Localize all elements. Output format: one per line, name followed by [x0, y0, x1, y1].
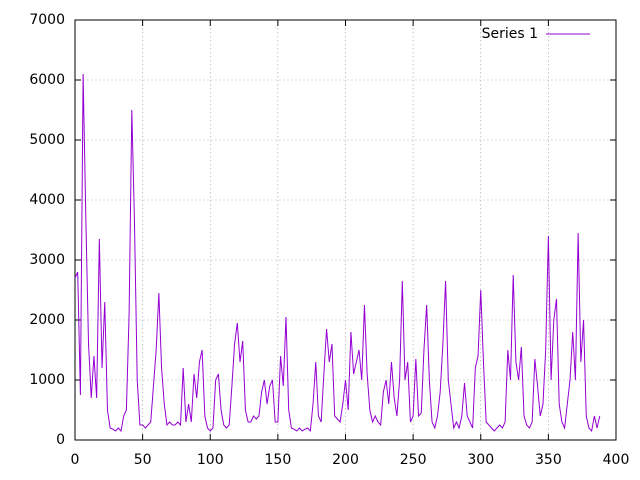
data-line — [74, 73, 601, 433]
y-tick-label: 7000 — [29, 12, 65, 28]
y-tick-label: 2000 — [29, 312, 65, 328]
y-tick-label: 6000 — [29, 72, 65, 88]
x-tick-label: 300 — [467, 452, 494, 468]
x-tick-label: 200 — [332, 452, 359, 468]
x-tick-label: 400 — [603, 452, 630, 468]
x-tick-label: 50 — [134, 452, 152, 468]
legend-label: Series 1 — [482, 26, 538, 42]
x-tick-label: 350 — [535, 452, 562, 468]
x-tick-label: 250 — [400, 452, 427, 468]
y-tick-label: 1000 — [29, 372, 65, 388]
y-tick-label: 3000 — [29, 252, 65, 268]
y-tick-label: 0 — [56, 432, 65, 448]
x-tick-label: 0 — [71, 452, 80, 468]
x-tick-label: 150 — [265, 452, 292, 468]
x-tick-label: 100 — [197, 452, 224, 468]
plot-border — [74, 19, 617, 441]
y-tick-label: 4000 — [29, 192, 65, 208]
y-tick-label: 5000 — [29, 132, 65, 148]
